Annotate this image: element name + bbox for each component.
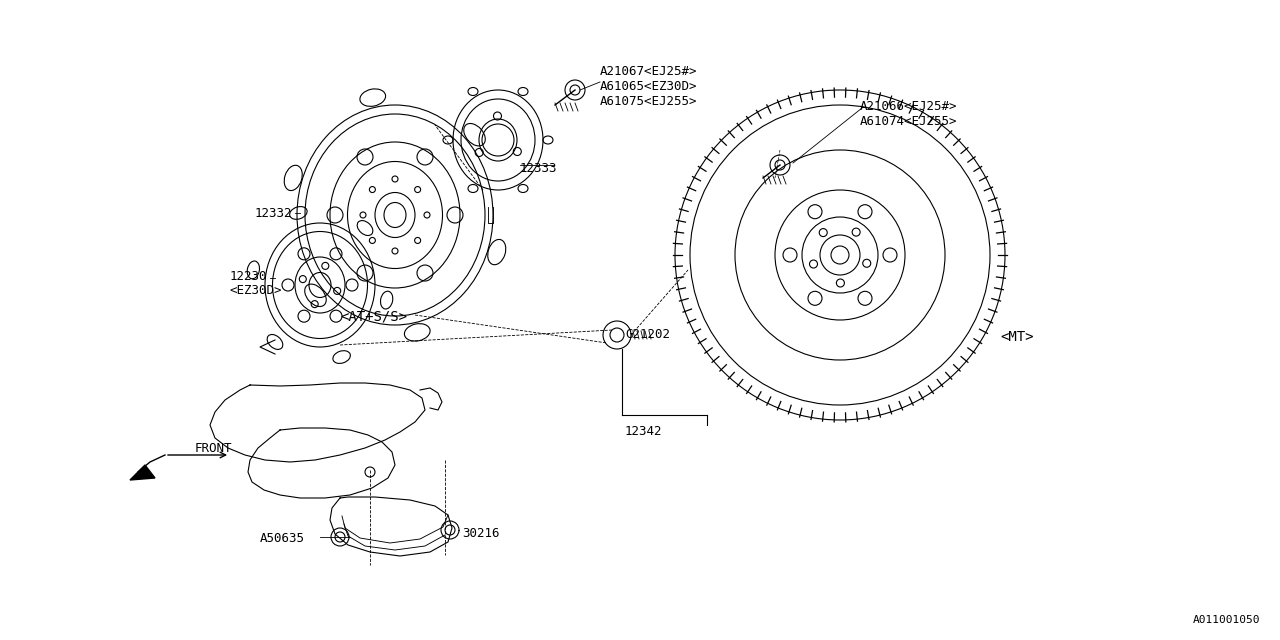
Text: A61074<EJ255>: A61074<EJ255> (860, 115, 957, 128)
Text: <MT>: <MT> (1000, 330, 1033, 344)
Text: A21067<EJ25#>: A21067<EJ25#> (600, 65, 698, 78)
Text: <EZ30D>: <EZ30D> (230, 284, 283, 297)
Text: A50635: A50635 (260, 532, 305, 545)
Polygon shape (131, 465, 155, 480)
Text: A61065<EZ30D>: A61065<EZ30D> (600, 80, 698, 93)
Text: A011001050: A011001050 (1193, 615, 1260, 625)
Text: A61075<EJ255>: A61075<EJ255> (600, 95, 698, 108)
Text: FRONT: FRONT (195, 442, 233, 456)
Text: <AT+S/S>: <AT+S/S> (340, 310, 407, 324)
Text: 12332: 12332 (255, 207, 293, 220)
Text: A21066<EJ25#>: A21066<EJ25#> (860, 100, 957, 113)
Text: 12230: 12230 (230, 270, 268, 283)
Text: G21202: G21202 (625, 328, 669, 341)
Text: 30216: 30216 (462, 527, 499, 540)
Text: 12342: 12342 (625, 425, 663, 438)
Text: 12333: 12333 (520, 162, 558, 175)
